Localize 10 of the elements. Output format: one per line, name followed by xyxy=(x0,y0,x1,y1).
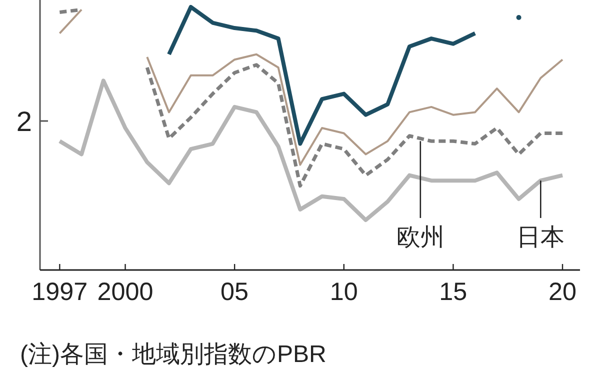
annotation: 欧州 xyxy=(396,224,444,251)
x-tick-label: 2000 xyxy=(97,278,154,306)
x-tick-label: 05 xyxy=(220,278,249,306)
annotation: 日本 xyxy=(516,224,565,251)
text: 2 xyxy=(16,106,32,137)
x-tick-label: 15 xyxy=(439,278,468,306)
x-tick-label: 20 xyxy=(548,278,577,306)
x-tick-label: 1997 xyxy=(32,278,88,306)
x-tick-label: 10 xyxy=(330,278,358,306)
text: (注)各国・地域別指数のPBR xyxy=(20,341,326,368)
